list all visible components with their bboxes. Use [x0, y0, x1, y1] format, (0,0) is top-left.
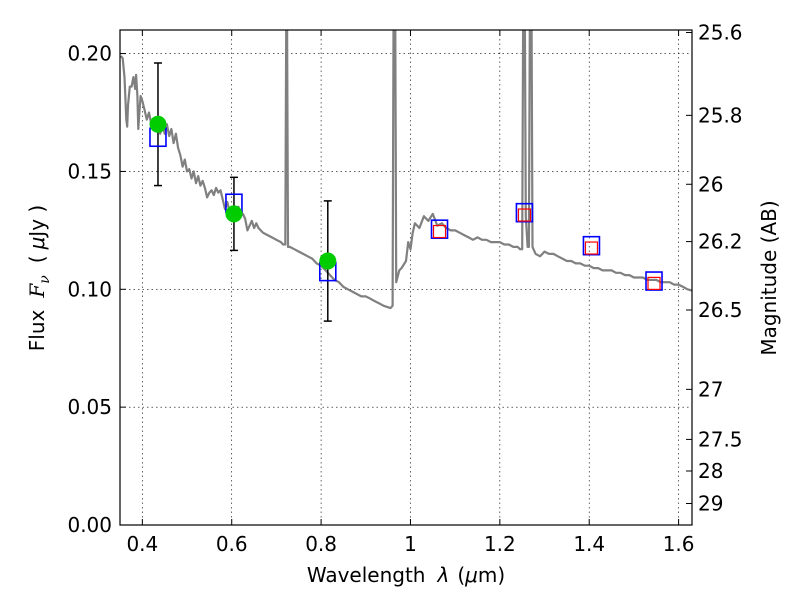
y-tick-label: 0.05 [67, 395, 112, 419]
model-square [430, 219, 449, 239]
mag-tick-label: 26 [698, 172, 723, 196]
plot-frame [119, 29, 693, 526]
x-tick-label: 0.8 [305, 532, 337, 556]
x-tick-label: 0.6 [216, 532, 248, 556]
grid-lines [120, 30, 692, 525]
observed-point [149, 115, 167, 133]
mag-tick-label: 27.5 [698, 427, 743, 451]
mag-tick-label: 25.8 [698, 103, 743, 127]
mag-tick-label: 27 [698, 377, 723, 401]
x-tick-label: 1.4 [573, 532, 605, 556]
spectrum-line [120, 30, 692, 310]
observed-point [319, 252, 337, 270]
x-tick-label: 0.4 [126, 532, 158, 556]
data-layer [120, 30, 692, 322]
predicted-square [517, 208, 532, 222]
predicted-square [647, 276, 661, 290]
predicted-square [584, 241, 599, 255]
y-tick-label: 0.00 [67, 513, 112, 537]
predicted-square [432, 224, 447, 239]
ticks: 0.4 0.6 0.8 1 1.2 1.4 1.6 0.00 0.05 0.10 0.15 0.20 2… [67, 20, 742, 556]
observed-point [225, 205, 243, 223]
x-axis-title: Wavelength λ (μm) [307, 563, 505, 587]
mag-tick-label: 25.6 [698, 20, 743, 44]
mag-tick-label: 29 [698, 492, 723, 516]
mag-tick-label: 28 [698, 459, 723, 483]
mag-tick-label: 26.2 [698, 230, 743, 254]
x-tick-label: 1.2 [484, 532, 516, 556]
y-axis-title: FluxFν(μJy ) [25, 205, 53, 351]
x-tick-label: 1 [404, 532, 417, 556]
x-tick-label: 1.6 [663, 532, 695, 556]
y-tick-label: 0.15 [67, 159, 112, 183]
mag-tick-label: 26.5 [698, 298, 743, 322]
model-square [515, 202, 534, 223]
y-tick-label: 0.20 [67, 42, 112, 66]
y-tick-label: 0.10 [67, 277, 112, 301]
model-square [582, 235, 601, 256]
model-square [645, 271, 663, 291]
y2-axis-title: Magnitude (AB) [757, 200, 781, 355]
